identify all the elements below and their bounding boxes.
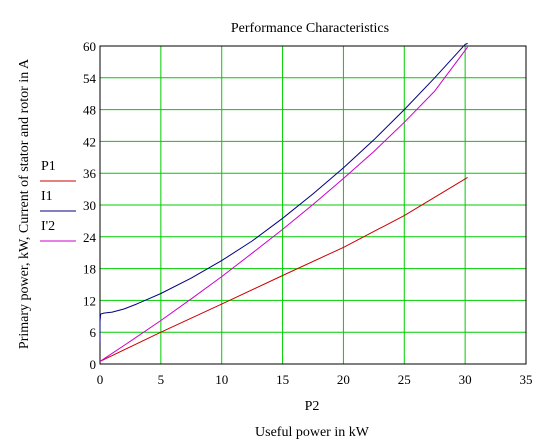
y-tick-label: 48 [83,103,96,118]
plot-frame [99,45,527,365]
y-tick-label: 36 [83,166,97,181]
chart-title: Performance Characteristics [231,21,389,36]
legend-label-3: I'2 [41,219,55,234]
y-tick-label: 6 [90,325,97,340]
y-tick-label: 18 [83,262,96,277]
y-axis-label: Primary power, kW, Current of stator and… [17,58,32,349]
y-axis-ticks: 0 6 12 18 24 30 36 42 48 54 60 [83,39,97,372]
series-lines [99,42,469,362]
legend-label-1: P1 [41,159,56,174]
x-tick-label: 30 [459,372,472,387]
legend: P1 I1 I'2 [40,159,76,242]
series-line-3 [99,46,469,362]
legend-label-2: I1 [41,189,53,204]
x-tick-label: 5 [158,372,165,387]
series-line-1 [99,176,468,362]
y-tick-label: 60 [83,39,96,54]
y-tick-label: 12 [83,293,96,308]
y-tick-label: 42 [83,134,96,149]
x-tick-label: 15 [276,372,289,387]
x-axis-sublabel: Useful power in kW [255,425,370,440]
y-tick-label: 24 [83,230,97,245]
x-axis-ticks: 0 5 10 15 20 25 30 35 [97,372,533,387]
x-tick-label: 10 [215,372,228,387]
grid [100,46,526,364]
x-tick-label: 35 [520,372,533,387]
series-line-2 [99,42,468,343]
y-tick-label: 30 [83,198,96,213]
x-tick-label: 25 [398,372,411,387]
y-tick-label: 0 [90,357,97,372]
x-axis-label: P2 [305,399,320,414]
x-tick-label: 0 [97,372,104,387]
x-tick-label: 20 [337,372,350,387]
y-tick-label: 54 [83,71,97,86]
